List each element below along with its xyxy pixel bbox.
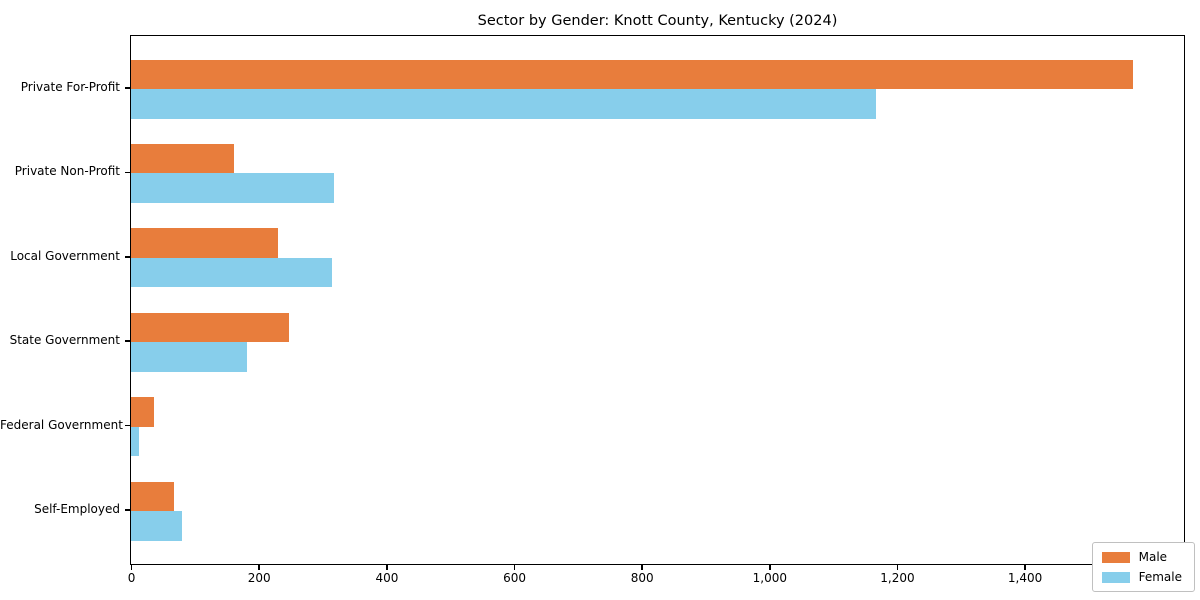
ytick-label-state-government: State Government (9, 333, 120, 348)
legend: Male Female (1091, 542, 1195, 592)
legend-item-male: Male (1101, 550, 1182, 564)
legend-label-male: Male (1138, 550, 1168, 564)
bar-female-self-employed (131, 511, 183, 541)
bar-female-private-for-profit (131, 89, 877, 119)
xtick-label-800: 800 (630, 571, 654, 585)
ytick-mark (125, 424, 130, 427)
xtick-mark (896, 565, 899, 570)
legend-label-female: Female (1138, 570, 1182, 584)
bar-male-private-non-profit (131, 143, 235, 174)
xtick-mark (769, 565, 771, 570)
xtick-mark (1024, 565, 1026, 570)
ytick-label-self-employed: Self-Employed (34, 502, 120, 516)
xtick-mark (386, 565, 388, 570)
ytick-mark (125, 509, 130, 511)
ytick-label-private-non-profit: Private Non-Profit (14, 164, 120, 179)
bar-male-federal-government (131, 397, 154, 427)
bar-female-state-government (131, 342, 248, 372)
xtick-label-400: 400 (375, 571, 399, 585)
bar-male-self-employed (131, 481, 175, 511)
ytick-label-local-government: Local Government (10, 248, 120, 263)
bar-female-local-government (131, 257, 333, 288)
bar-female-private-non-profit (131, 173, 334, 203)
xtick-label-600: 600 (503, 571, 526, 585)
ytick-mark (125, 340, 130, 342)
bar-male-private-for-profit (131, 59, 1134, 89)
xtick-label-200: 200 (247, 571, 271, 585)
xtick-mark (641, 565, 643, 570)
bar-female-federal-government (131, 426, 140, 457)
chart-title: Sector by Gender: Knott County, Kentucky… (477, 13, 838, 29)
bar-male-state-government (131, 312, 290, 343)
plot-area (130, 35, 1185, 565)
xtick-mark (513, 565, 516, 570)
xtick-mark (130, 565, 133, 570)
ytick-mark (125, 256, 130, 258)
ytick-label-federal-government: Federal Government (0, 417, 123, 432)
ytick-mark (125, 87, 130, 89)
legend-item-female: Female (1101, 570, 1182, 584)
xtick-label-0: 0 (127, 571, 136, 585)
legend-swatch-female (1101, 571, 1130, 583)
xtick-label-1-200: 1,200 (880, 571, 915, 585)
xtick-label-1-400: 1,400 (1007, 571, 1043, 585)
bar-male-local-government (131, 228, 278, 258)
ytick-label-private-for-profit: Private For-Profit (20, 80, 120, 94)
xtick-label-1-000: 1,000 (752, 571, 787, 585)
ytick-mark (125, 171, 130, 174)
legend-swatch-male (1101, 551, 1130, 563)
xtick-mark (258, 565, 261, 570)
